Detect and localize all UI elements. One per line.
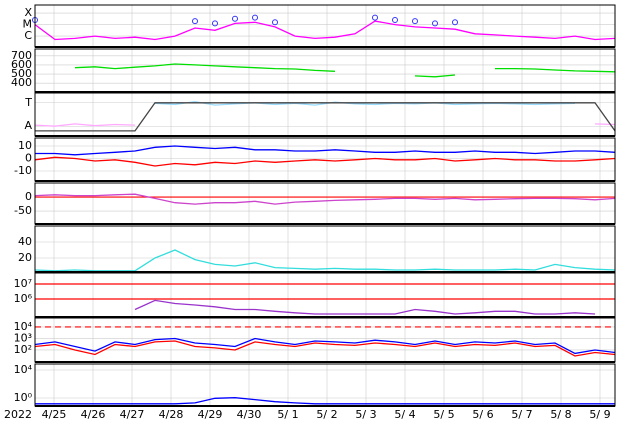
series-line — [34, 249, 616, 272]
year-label: 2022 — [4, 408, 32, 421]
y-tick-label: 600 — [11, 58, 32, 71]
x-tick-label: 4/29 — [198, 408, 223, 421]
y-tick-label: 10 — [18, 139, 32, 152]
y-tick-label: 700 — [11, 49, 32, 62]
series-line — [35, 145, 616, 156]
flare-marker — [452, 19, 458, 26]
series-line — [74, 63, 616, 78]
series-line — [35, 397, 615, 405]
panel-frame — [34, 92, 616, 137]
panel-frame — [34, 225, 616, 273]
x-tick-label: 5/ 5 — [433, 408, 454, 421]
panel-frame — [34, 182, 616, 225]
flare-marker — [412, 18, 418, 25]
x-tick-label: 5/ 6 — [472, 408, 493, 421]
x-tick-label: 5/ 7 — [511, 408, 532, 421]
series-line — [35, 102, 616, 132]
flare-marker — [372, 14, 378, 21]
y-tick-label: 10⁰ — [14, 391, 33, 404]
x-tick-label: 4/25 — [42, 408, 67, 421]
panel-frame — [34, 4, 616, 48]
y-tick-label: 400 — [11, 76, 32, 89]
y-tick-label: -10 — [14, 164, 32, 177]
x-tick-label: 4/30 — [237, 408, 262, 421]
flare-marker — [432, 20, 438, 27]
y-tick-label: 10⁷ — [14, 277, 32, 290]
y-tick-label: 10³ — [14, 331, 32, 344]
flare-marker — [392, 16, 398, 23]
flare-marker — [252, 14, 258, 21]
y-tick-label: 10⁴ — [14, 363, 33, 376]
y-tick-label: 10⁶ — [14, 292, 33, 305]
x-tick-label: 5/ 1 — [277, 408, 298, 421]
y-tick-label: T — [24, 96, 32, 109]
panel-frame — [34, 317, 616, 363]
x-tick-label: 5/ 4 — [394, 408, 415, 421]
x-tick-label: 5/ 8 — [550, 408, 571, 421]
y-tick-label: 40 — [18, 235, 32, 248]
y-tick-label: -50 — [14, 204, 32, 217]
flare-marker — [232, 15, 238, 22]
x-tick-label: 5/ 9 — [589, 408, 610, 421]
series-line — [134, 299, 596, 315]
panel-frame — [34, 272, 616, 318]
y-tick-label: 10⁴ — [14, 320, 33, 333]
x-tick-label: 5/ 2 — [316, 408, 337, 421]
series-line — [34, 20, 616, 41]
y-tick-label: 0 — [25, 190, 32, 203]
series-line — [154, 100, 576, 106]
y-tick-label: M — [23, 18, 33, 31]
series-line — [34, 123, 616, 127]
y-tick-label: C — [24, 29, 32, 42]
flare-marker — [212, 20, 218, 27]
x-tick-label: 4/27 — [120, 408, 145, 421]
x-tick-label: 4/26 — [81, 408, 106, 421]
flare-marker — [272, 19, 278, 26]
series-line — [34, 340, 616, 357]
y-tick-label: X — [24, 6, 32, 19]
y-tick-label: 500 — [11, 67, 32, 80]
y-tick-label: A — [24, 119, 32, 132]
flare-marker — [192, 18, 198, 25]
x-tick-label: 5/ 3 — [355, 408, 376, 421]
series-line — [34, 337, 616, 355]
y-tick-label: 10² — [14, 343, 32, 356]
series-line — [34, 193, 616, 205]
y-tick-label: 0 — [25, 152, 32, 165]
series-line — [34, 156, 616, 167]
y-tick-label: 20 — [18, 251, 32, 264]
x-tick-label: 4/28 — [159, 408, 184, 421]
